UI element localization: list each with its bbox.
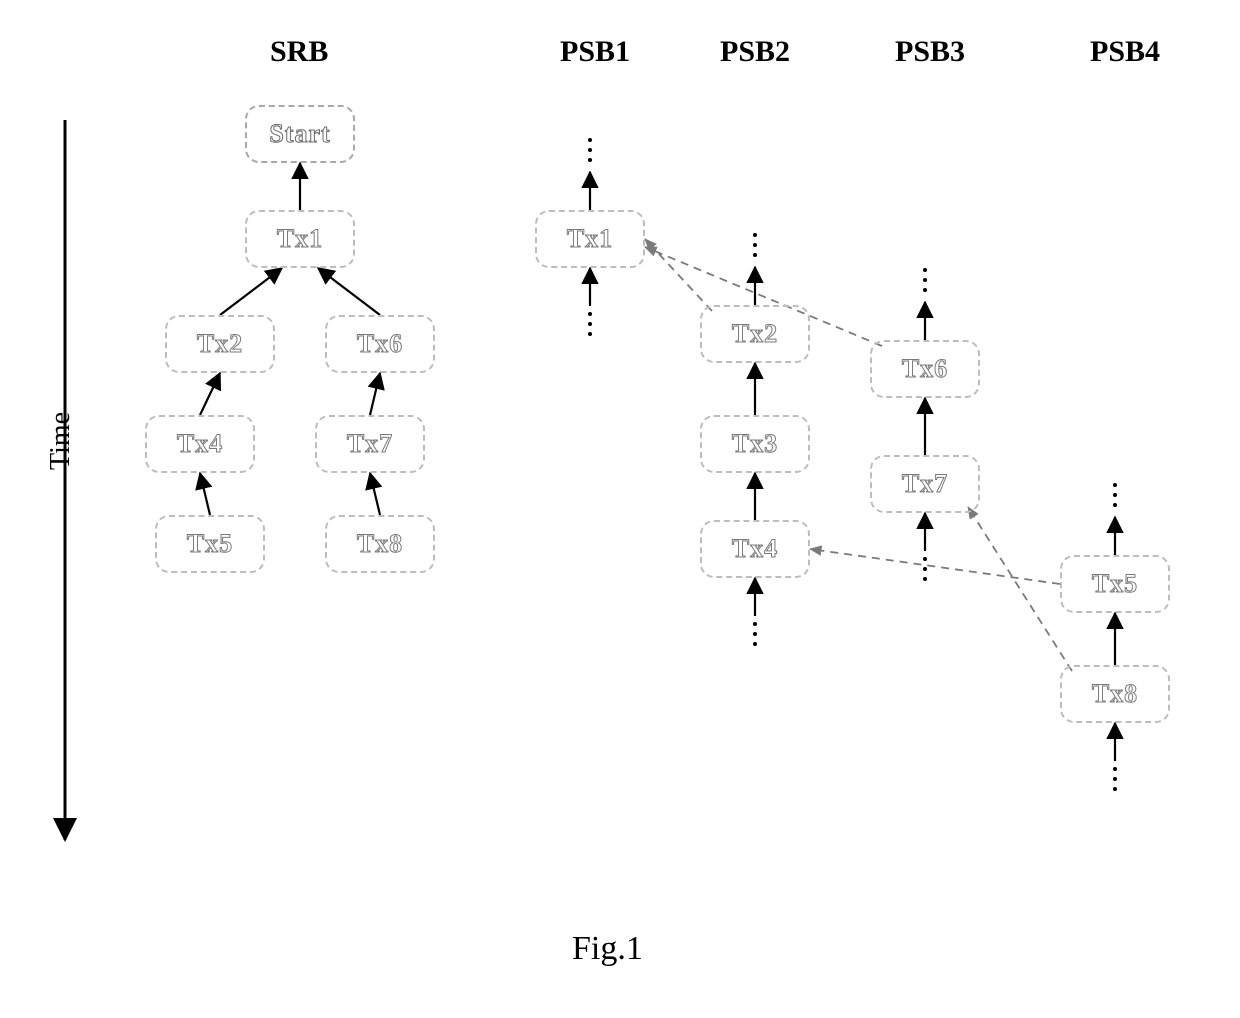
node-label: Tx8 (357, 529, 403, 559)
node-srb_tx4: Tx4 (145, 415, 255, 473)
node-label: Tx8 (1092, 679, 1138, 709)
arrows-layer (0, 0, 1240, 1018)
ellipsis-below-psb4_tx8 (1113, 767, 1117, 791)
node-label: Tx5 (187, 529, 233, 559)
ellipsis-above-psb4_tx5 (1113, 483, 1117, 507)
column-header-psb3: PSB3 (895, 35, 965, 69)
ellipsis-above-psb3_tx6 (923, 268, 927, 292)
edge-srb_tx7-srb_tx6 (370, 373, 380, 415)
node-srb_tx8: Tx8 (325, 515, 435, 573)
node-psb1_tx1: Tx1 (535, 210, 645, 268)
node-psb3_tx6: Tx6 (870, 340, 980, 398)
node-srb_tx5: Tx5 (155, 515, 265, 573)
ellipsis-above-psb1_tx1 (588, 138, 592, 162)
node-srb_tx7: Tx7 (315, 415, 425, 473)
column-header-srb: SRB (270, 35, 328, 69)
column-header-psb2: PSB2 (720, 35, 790, 69)
node-label: Tx1 (277, 224, 323, 254)
column-header-psb1: PSB1 (560, 35, 630, 69)
node-label: Tx6 (902, 354, 948, 384)
node-srb_tx2: Tx2 (165, 315, 275, 373)
node-label: Tx6 (357, 329, 403, 359)
edge-srb_tx8-srb_tx7 (370, 473, 380, 515)
edge-srb_tx5-srb_tx4 (200, 473, 210, 515)
ellipsis-below-psb1_tx1 (588, 312, 592, 336)
edge-srb_tx4-srb_tx2 (200, 373, 220, 415)
node-label: Tx7 (347, 429, 393, 459)
node-psb2_tx3: Tx3 (700, 415, 810, 473)
figure-caption: Fig.1 (572, 930, 643, 968)
node-label: Tx3 (732, 429, 778, 459)
node-srb_tx1: Tx1 (245, 210, 355, 268)
node-label: Tx2 (197, 329, 243, 359)
edge-dashed-psb4_tx8-psb3_tx7 (968, 507, 1072, 671)
node-label: Tx7 (902, 469, 948, 499)
diagram-canvas: { "canvas": { "width": 1240, "height": 1… (0, 0, 1240, 1018)
ellipsis-below-psb3_tx7 (923, 557, 927, 581)
node-label: Tx4 (732, 534, 778, 564)
node-label: Tx2 (732, 319, 778, 349)
column-header-psb4: PSB4 (1090, 35, 1160, 69)
node-label: Tx1 (567, 224, 613, 254)
node-psb2_tx4: Tx4 (700, 520, 810, 578)
node-label: Tx5 (1092, 569, 1138, 599)
node-srb_start: Start (245, 105, 355, 163)
edge-dashed-psb4_tx5-psb2_tx4 (810, 549, 1060, 584)
edge-srb_tx2-srb_tx1 (220, 268, 282, 315)
node-psb3_tx7: Tx7 (870, 455, 980, 513)
edge-dashed-psb2_tx2-psb1_tx1 (645, 239, 712, 311)
node-psb2_tx2: Tx2 (700, 305, 810, 363)
ellipsis-above-psb2_tx2 (753, 233, 757, 257)
node-label: Tx4 (177, 429, 223, 459)
node-srb_tx6: Tx6 (325, 315, 435, 373)
time-axis-label: Time (45, 412, 77, 470)
node-psb4_tx5: Tx5 (1060, 555, 1170, 613)
edge-srb_tx6-srb_tx1 (318, 268, 380, 315)
node-psb4_tx8: Tx8 (1060, 665, 1170, 723)
ellipsis-below-psb2_tx4 (753, 622, 757, 646)
node-label: Start (269, 119, 330, 149)
